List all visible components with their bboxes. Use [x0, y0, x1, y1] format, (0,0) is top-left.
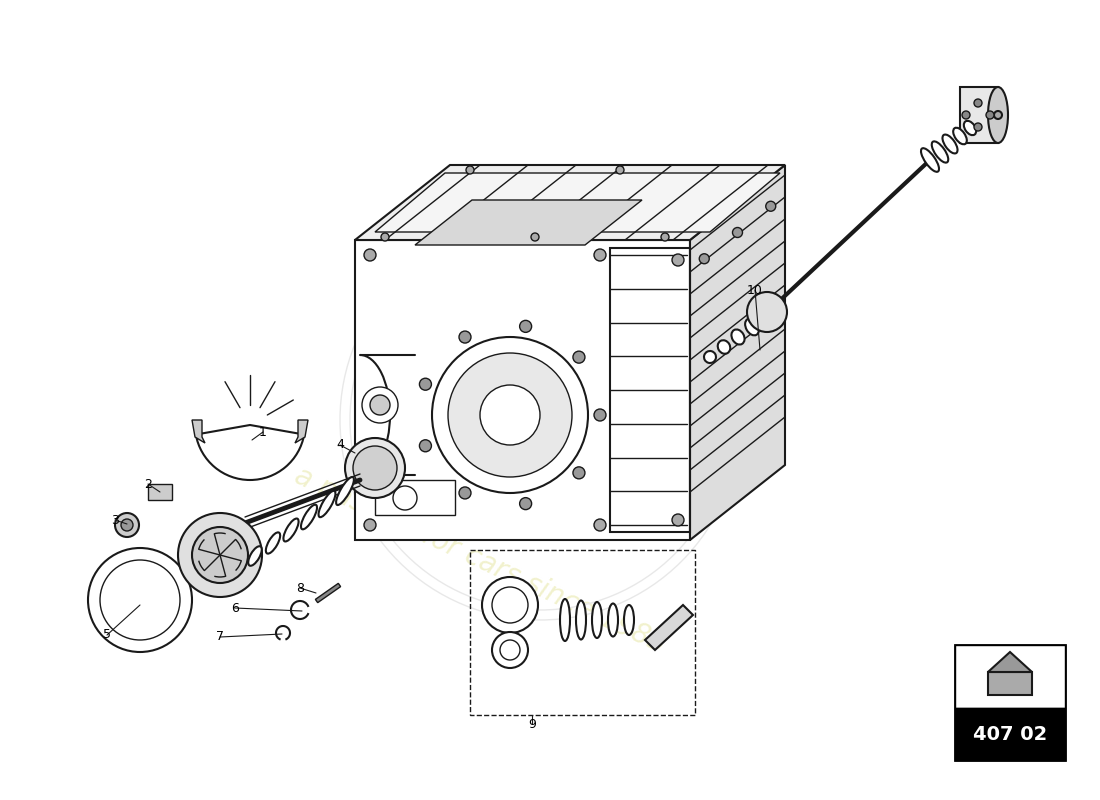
Circle shape	[362, 387, 398, 423]
Text: 2: 2	[144, 478, 152, 490]
Polygon shape	[960, 87, 998, 143]
Bar	[610, 248, 690, 532]
Circle shape	[962, 111, 970, 119]
Bar	[955, 645, 1065, 760]
Ellipse shape	[560, 599, 570, 641]
Circle shape	[480, 385, 540, 445]
Text: 1: 1	[260, 426, 267, 438]
Circle shape	[432, 337, 588, 493]
Circle shape	[459, 487, 471, 499]
Ellipse shape	[301, 505, 317, 530]
Circle shape	[573, 351, 585, 363]
Bar	[148, 484, 172, 500]
Circle shape	[594, 409, 606, 421]
Circle shape	[178, 513, 262, 597]
Text: a passion for cars since 1985: a passion for cars since 1985	[290, 462, 670, 658]
Circle shape	[519, 498, 531, 510]
Circle shape	[986, 111, 994, 119]
Bar	[375, 480, 455, 515]
Ellipse shape	[994, 111, 1002, 119]
Ellipse shape	[732, 330, 745, 345]
Ellipse shape	[337, 477, 354, 505]
Circle shape	[466, 166, 474, 174]
Circle shape	[459, 331, 471, 343]
Text: 7: 7	[216, 630, 224, 643]
Text: 8: 8	[296, 582, 304, 594]
Ellipse shape	[954, 128, 967, 144]
Polygon shape	[690, 165, 785, 540]
Ellipse shape	[592, 602, 602, 638]
Ellipse shape	[624, 605, 634, 635]
Ellipse shape	[988, 87, 1008, 143]
Polygon shape	[316, 583, 341, 602]
Circle shape	[492, 632, 528, 668]
Ellipse shape	[319, 491, 336, 517]
Ellipse shape	[717, 340, 730, 354]
Circle shape	[974, 99, 982, 107]
Ellipse shape	[266, 532, 280, 554]
Ellipse shape	[704, 351, 716, 363]
Circle shape	[594, 519, 606, 531]
Wedge shape	[196, 425, 305, 480]
Circle shape	[419, 378, 431, 390]
Ellipse shape	[249, 546, 262, 566]
Ellipse shape	[608, 603, 618, 637]
Circle shape	[192, 527, 248, 583]
Circle shape	[393, 486, 417, 510]
Circle shape	[345, 438, 405, 498]
Text: 10: 10	[747, 283, 763, 297]
Circle shape	[733, 227, 742, 238]
Ellipse shape	[964, 121, 976, 135]
Polygon shape	[375, 173, 780, 232]
Bar	[955, 645, 1065, 708]
Polygon shape	[192, 420, 205, 443]
Circle shape	[116, 513, 139, 537]
Polygon shape	[988, 652, 1032, 672]
Ellipse shape	[576, 601, 586, 639]
Circle shape	[519, 320, 531, 332]
Polygon shape	[355, 165, 785, 240]
Circle shape	[766, 202, 775, 211]
Circle shape	[482, 577, 538, 633]
Circle shape	[370, 395, 390, 415]
Circle shape	[573, 467, 585, 479]
Circle shape	[700, 254, 710, 264]
Circle shape	[88, 548, 192, 652]
Circle shape	[419, 440, 431, 452]
Polygon shape	[988, 672, 1032, 695]
Polygon shape	[355, 240, 690, 540]
Polygon shape	[295, 420, 308, 443]
Circle shape	[672, 254, 684, 266]
Circle shape	[353, 446, 397, 490]
Circle shape	[121, 519, 133, 531]
Text: 5: 5	[103, 629, 111, 642]
Text: 3: 3	[111, 514, 119, 526]
Circle shape	[364, 249, 376, 261]
Polygon shape	[645, 605, 693, 650]
Text: 9: 9	[528, 718, 536, 730]
Circle shape	[747, 292, 786, 332]
Ellipse shape	[921, 148, 939, 172]
Circle shape	[661, 233, 669, 241]
Ellipse shape	[943, 134, 957, 154]
Text: 6: 6	[231, 602, 239, 614]
Ellipse shape	[745, 318, 759, 335]
Bar	[470, 550, 695, 715]
Circle shape	[594, 249, 606, 261]
Circle shape	[672, 514, 684, 526]
Circle shape	[531, 233, 539, 241]
Text: 407 02: 407 02	[972, 725, 1047, 744]
Circle shape	[616, 166, 624, 174]
Circle shape	[364, 519, 376, 531]
Text: SS: SS	[513, 290, 688, 410]
Circle shape	[974, 123, 982, 131]
Circle shape	[381, 233, 389, 241]
Ellipse shape	[284, 518, 298, 542]
Bar	[955, 708, 1065, 760]
Polygon shape	[415, 200, 642, 245]
Circle shape	[448, 353, 572, 477]
Ellipse shape	[932, 142, 948, 162]
Text: 4: 4	[337, 438, 344, 451]
